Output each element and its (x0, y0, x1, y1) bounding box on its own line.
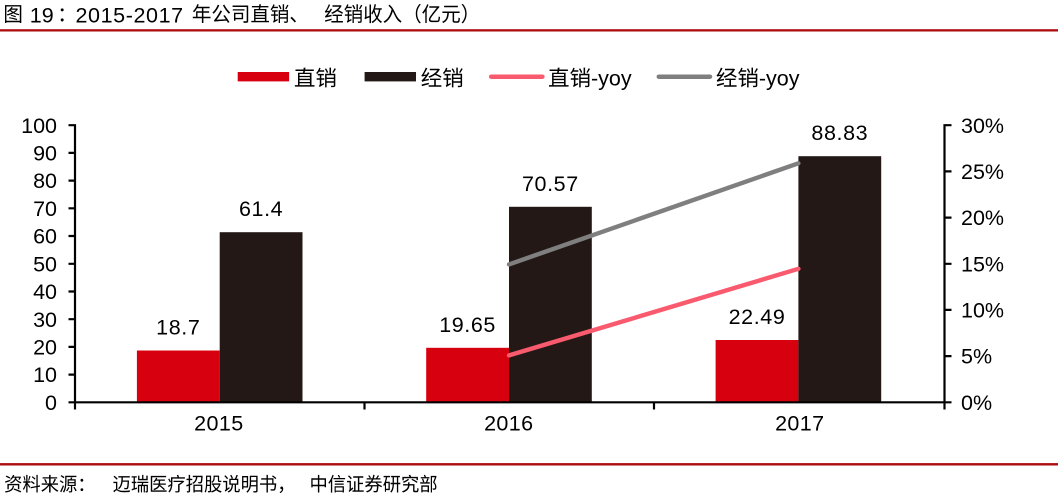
svg-text:40: 40 (33, 280, 57, 304)
svg-text:10: 10 (33, 363, 57, 387)
svg-text:100: 100 (21, 114, 57, 138)
svg-text:88.83: 88.83 (811, 121, 868, 145)
svg-text:15%: 15% (961, 252, 1004, 276)
svg-text:70: 70 (33, 197, 57, 221)
svg-text:-yoy: -yoy (759, 67, 800, 91)
svg-text:61.4: 61.4 (239, 197, 283, 221)
svg-text:0%: 0% (961, 391, 992, 415)
svg-text:50: 50 (33, 252, 57, 276)
svg-text:0: 0 (45, 391, 57, 415)
svg-text:19.65: 19.65 (439, 313, 496, 337)
svg-text:19: 19 (30, 4, 54, 28)
svg-text:70.57: 70.57 (522, 172, 579, 196)
svg-text:80: 80 (33, 169, 57, 193)
svg-text:30: 30 (33, 308, 57, 332)
svg-text:25%: 25% (961, 160, 1004, 184)
svg-text:18.7: 18.7 (156, 316, 200, 340)
svg-text:20: 20 (33, 336, 57, 360)
svg-text:2015-2017: 2015-2017 (76, 4, 184, 28)
svg-text:-yoy: -yoy (591, 67, 632, 91)
svg-text:90: 90 (33, 142, 57, 166)
svg-text:5%: 5% (961, 345, 992, 369)
svg-text:30%: 30% (961, 114, 1004, 138)
svg-text:2015: 2015 (194, 412, 243, 436)
svg-text:2017: 2017 (775, 412, 824, 436)
svg-text:20%: 20% (961, 206, 1004, 230)
svg-text:10%: 10% (961, 299, 1004, 323)
svg-text:22.49: 22.49 (729, 305, 786, 329)
svg-text:2016: 2016 (484, 412, 533, 436)
svg-text:60: 60 (33, 225, 57, 249)
